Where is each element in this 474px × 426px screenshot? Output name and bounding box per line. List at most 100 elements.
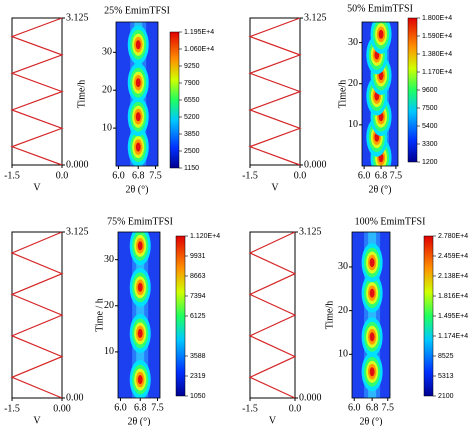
colorbar-tick-label: 6125	[190, 313, 206, 320]
x-axis-label: V	[269, 415, 277, 426]
y-tick-label: 20	[338, 305, 348, 316]
contour-level	[137, 241, 143, 251]
colorbar-tick-label: 3850	[184, 131, 200, 138]
colorbar-tick-label: 7500	[422, 105, 438, 112]
x-tick-label: 6.0	[112, 170, 125, 181]
colorbar-tick-label: 1.170E+4	[422, 69, 452, 76]
colorbar-tick-label: 1050	[190, 393, 206, 400]
colorbar-tick-label: 2.138E+4	[438, 273, 468, 280]
colorbar: 1.120E+4 9931 8663 7394 6125 3588 2319 1050	[175, 233, 220, 400]
colorbar-tick-label: 9250	[184, 63, 200, 70]
y-axis-label: Time / h	[94, 298, 105, 332]
x-axis-label: 2θ (°)	[369, 184, 392, 195]
peak	[127, 63, 149, 103]
colorbar-tick-label: 3300	[422, 141, 438, 148]
colorbar-tick-label: 2.459E+4	[438, 253, 468, 260]
peak	[361, 273, 383, 313]
x-axis-label: 2θ (°)	[360, 416, 383, 426]
contour-level	[135, 40, 141, 50]
contour-level	[135, 78, 141, 88]
plot-frame	[249, 17, 301, 166]
x-axis-label: V	[33, 415, 41, 426]
y-axis-label: Time/h	[76, 80, 87, 109]
y-tick-label: 30	[338, 261, 348, 272]
y-tick-label: 10	[102, 122, 112, 133]
colorbar: 2.780E+4 2.459E+4 2.138E+4 1.816E+4 1.495E+4…	[423, 233, 468, 400]
peak	[361, 352, 383, 392]
x-tick-label: -1.5	[4, 403, 20, 414]
contour-level	[137, 375, 143, 385]
y-tick-label: 10	[348, 119, 358, 130]
colorbar: 1.800E+4 1.590E+4 1.380E+4 1.170E+4 9600 7500…	[407, 15, 452, 166]
colorbar-tick-label: 9931	[190, 253, 206, 260]
colorbar-tick-label: 5200	[184, 114, 200, 121]
y-axis-label: Time/h	[324, 301, 335, 330]
y-tick-label: 3.125	[304, 12, 327, 23]
colorbar-gradient	[175, 235, 186, 397]
contour-level	[369, 258, 375, 268]
y-axis-label: Time/h	[337, 80, 348, 109]
x-tick-label: 6.8	[366, 402, 379, 413]
x-axis-label: 2θ (°)	[126, 184, 149, 195]
plot-frame	[361, 21, 399, 167]
contour-level	[135, 142, 141, 152]
colorbar-tick-label: 6550	[184, 97, 200, 104]
x-tick-label: -1.5	[242, 403, 258, 414]
peak	[370, 22, 392, 54]
peak	[361, 243, 383, 283]
x-tick-label: 6.0	[348, 402, 361, 413]
colorbar-tick-label: 1.380E+4	[422, 51, 452, 58]
colorbar-tick-label: 3588	[190, 353, 206, 360]
x-tick-label: 7.5	[151, 402, 164, 413]
colorbar-tick-label: 1.195E+4	[184, 29, 214, 36]
x-tick-label: -1.5	[242, 170, 258, 181]
chart-title: 100% EmimTFSI	[355, 216, 426, 227]
contour-map	[352, 232, 390, 398]
x-tick-label: 6.8	[134, 402, 147, 413]
colorbar-tick-label: 1.120E+4	[190, 233, 220, 240]
colorbar-tick-label: 2.780E+4	[438, 233, 468, 240]
peak	[129, 267, 151, 307]
colorbar: 1.195E+4 1.060E+4 9250 7900 6550 5200 3850 2500…	[169, 29, 214, 172]
contour-level	[369, 367, 375, 377]
x-tick-label: 6.0	[358, 170, 371, 181]
y-tick-label: 3.125	[66, 226, 89, 237]
y-tick-label: 0.000	[66, 159, 89, 170]
contour-level	[137, 282, 143, 292]
plot-frame	[115, 21, 159, 167]
colorbar-tick-label: 2500	[184, 148, 200, 155]
contour-map	[116, 22, 158, 166]
colorbar-tick-label: 2319	[190, 373, 206, 380]
x-tick-label: 0.0	[294, 170, 307, 181]
contour-level	[369, 288, 375, 298]
y-tick-label: 10	[338, 349, 348, 360]
colorbar-tick-label: 5313	[438, 373, 454, 380]
peak	[129, 232, 151, 266]
colorbar-tick-label: 7394	[190, 293, 206, 300]
contour-map	[118, 232, 160, 398]
contour-map	[362, 22, 398, 166]
x-tick-label: 7.5	[149, 170, 162, 181]
voltage-line	[10, 17, 64, 166]
colorbar-tick-label: 8663	[190, 273, 206, 280]
y-tick-label: 20	[104, 300, 114, 311]
y-tick-label: 20	[348, 78, 358, 89]
colorbar-tick-label: 1.495E+4	[438, 313, 468, 320]
voltage-line	[10, 231, 64, 399]
colorbar-tick-label: 1.590E+4	[422, 33, 452, 40]
colorbar-tick-label: 1.816E+4	[438, 293, 468, 300]
y-tick-label: 0.00	[66, 392, 84, 403]
peak	[361, 317, 383, 357]
y-tick-label: 0.000	[299, 392, 322, 403]
contour-level	[137, 328, 143, 338]
x-tick-label: 6.0	[114, 402, 127, 413]
x-tick-label: 0.00	[53, 403, 71, 414]
colorbar-tick-label: 1.060E+4	[184, 46, 214, 53]
colorbar-tick-label: 8525	[438, 353, 454, 360]
y-tick-label: 3.125	[66, 12, 89, 23]
colorbar-tick-label: 9600	[422, 87, 438, 94]
x-axis-label: V	[271, 182, 279, 193]
colorbar-gradient	[169, 31, 180, 169]
map-band	[368, 232, 377, 398]
